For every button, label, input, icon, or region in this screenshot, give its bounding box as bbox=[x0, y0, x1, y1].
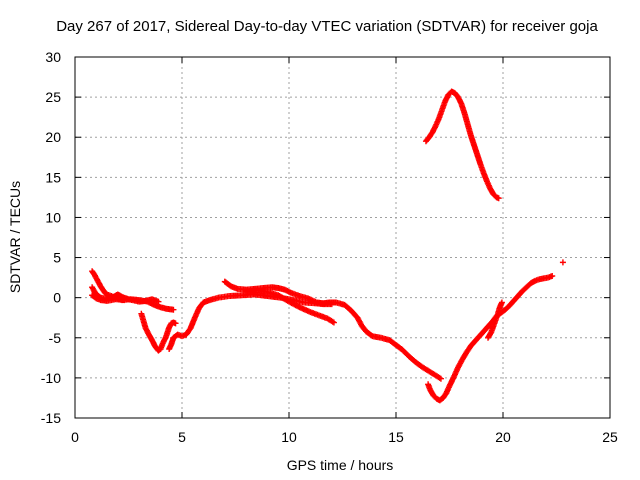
y-tick-label: 5 bbox=[53, 250, 61, 266]
data-point bbox=[330, 319, 337, 326]
axis-ticks: 0 5 10 15 20 25 -15 -10 -5 0 5 10 15 20 25 30 bbox=[41, 49, 618, 445]
data-point bbox=[559, 259, 566, 266]
x-tick-label: 5 bbox=[178, 429, 186, 445]
data-point bbox=[155, 298, 162, 305]
series-arc-1 bbox=[89, 268, 177, 313]
data-point bbox=[498, 299, 505, 306]
y-tick-label: -15 bbox=[41, 410, 61, 426]
y-tick-label: 10 bbox=[45, 209, 61, 225]
x-tick-label: 10 bbox=[281, 429, 297, 445]
series-arc-10 bbox=[422, 88, 502, 202]
x-axis-label: GPS time / hours bbox=[287, 457, 394, 473]
data-point bbox=[437, 375, 444, 382]
chart-title: Day 267 of 2017, Sidereal Day-to-day VTE… bbox=[56, 18, 598, 35]
y-tick-label: -10 bbox=[41, 370, 61, 386]
x-tick-label: 20 bbox=[495, 429, 511, 445]
series-arc-6 bbox=[221, 278, 444, 382]
data-point bbox=[549, 273, 556, 280]
series-arc-7 bbox=[243, 287, 337, 326]
data-point bbox=[170, 306, 177, 313]
y-axis-label: SDTVAR / TECUs bbox=[7, 181, 23, 293]
y-tick-label: 25 bbox=[45, 89, 61, 105]
y-tick-label: 20 bbox=[45, 129, 61, 145]
y-tick-label: 30 bbox=[45, 49, 61, 65]
series-arc-9 bbox=[485, 299, 505, 341]
data-point bbox=[121, 297, 128, 304]
data-marks bbox=[89, 88, 566, 404]
series-arc-4 bbox=[138, 310, 179, 354]
x-tick-label: 0 bbox=[71, 429, 79, 445]
y-tick-label: 0 bbox=[53, 290, 61, 306]
x-tick-label: 25 bbox=[602, 429, 618, 445]
y-tick-label: 15 bbox=[45, 169, 61, 185]
data-point bbox=[495, 195, 502, 202]
data-point bbox=[172, 320, 179, 327]
y-tick-label: -5 bbox=[49, 330, 62, 346]
series-arc-3 bbox=[89, 292, 128, 304]
x-tick-label: 15 bbox=[388, 429, 404, 445]
data-point bbox=[436, 374, 443, 381]
data-point bbox=[329, 318, 336, 325]
plot-frame bbox=[74, 56, 611, 419]
grid bbox=[75, 57, 610, 418]
series-arc-11 bbox=[559, 259, 566, 266]
